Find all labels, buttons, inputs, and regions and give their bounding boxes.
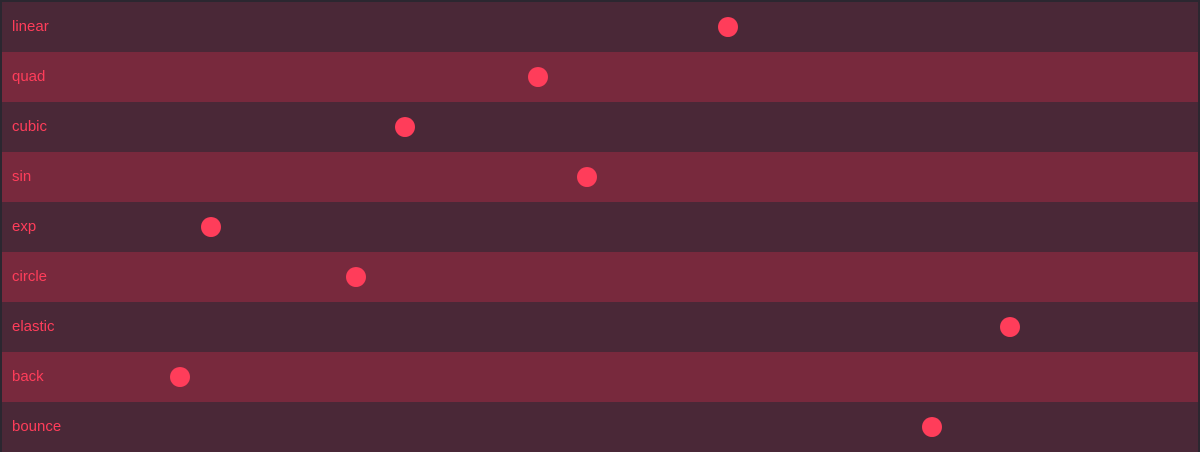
easing-row-elastic: elastic <box>2 302 1198 352</box>
easing-row-sin: sin <box>2 152 1198 202</box>
easing-dot <box>922 417 943 437</box>
easing-row-linear: linear <box>2 2 1198 52</box>
easing-row-quad: quad <box>2 52 1198 102</box>
easing-label: back <box>12 368 44 385</box>
easing-dot <box>717 17 738 37</box>
easing-dot <box>170 367 191 387</box>
easing-label: cubic <box>12 118 48 135</box>
easing-label: sin <box>12 168 32 185</box>
easing-dot <box>346 267 367 287</box>
easing-row-back: back <box>2 352 1198 402</box>
easing-row-bounce: bounce <box>2 402 1198 452</box>
easing-label: bounce <box>12 418 62 435</box>
easing-label: elastic <box>12 318 55 335</box>
easing-dot <box>1000 317 1021 337</box>
easing-label: quad <box>12 68 46 85</box>
easing-row-circle: circle <box>2 252 1198 302</box>
easing-dot <box>527 67 548 87</box>
easing-label: exp <box>12 218 37 235</box>
easing-dot <box>201 217 222 237</box>
easing-row-exp: exp <box>2 202 1198 252</box>
easing-dot <box>395 117 416 137</box>
easing-dot <box>576 167 597 187</box>
easing-label: linear <box>12 18 49 35</box>
easing-label: circle <box>12 268 48 285</box>
easing-row-cubic: cubic <box>2 102 1198 152</box>
